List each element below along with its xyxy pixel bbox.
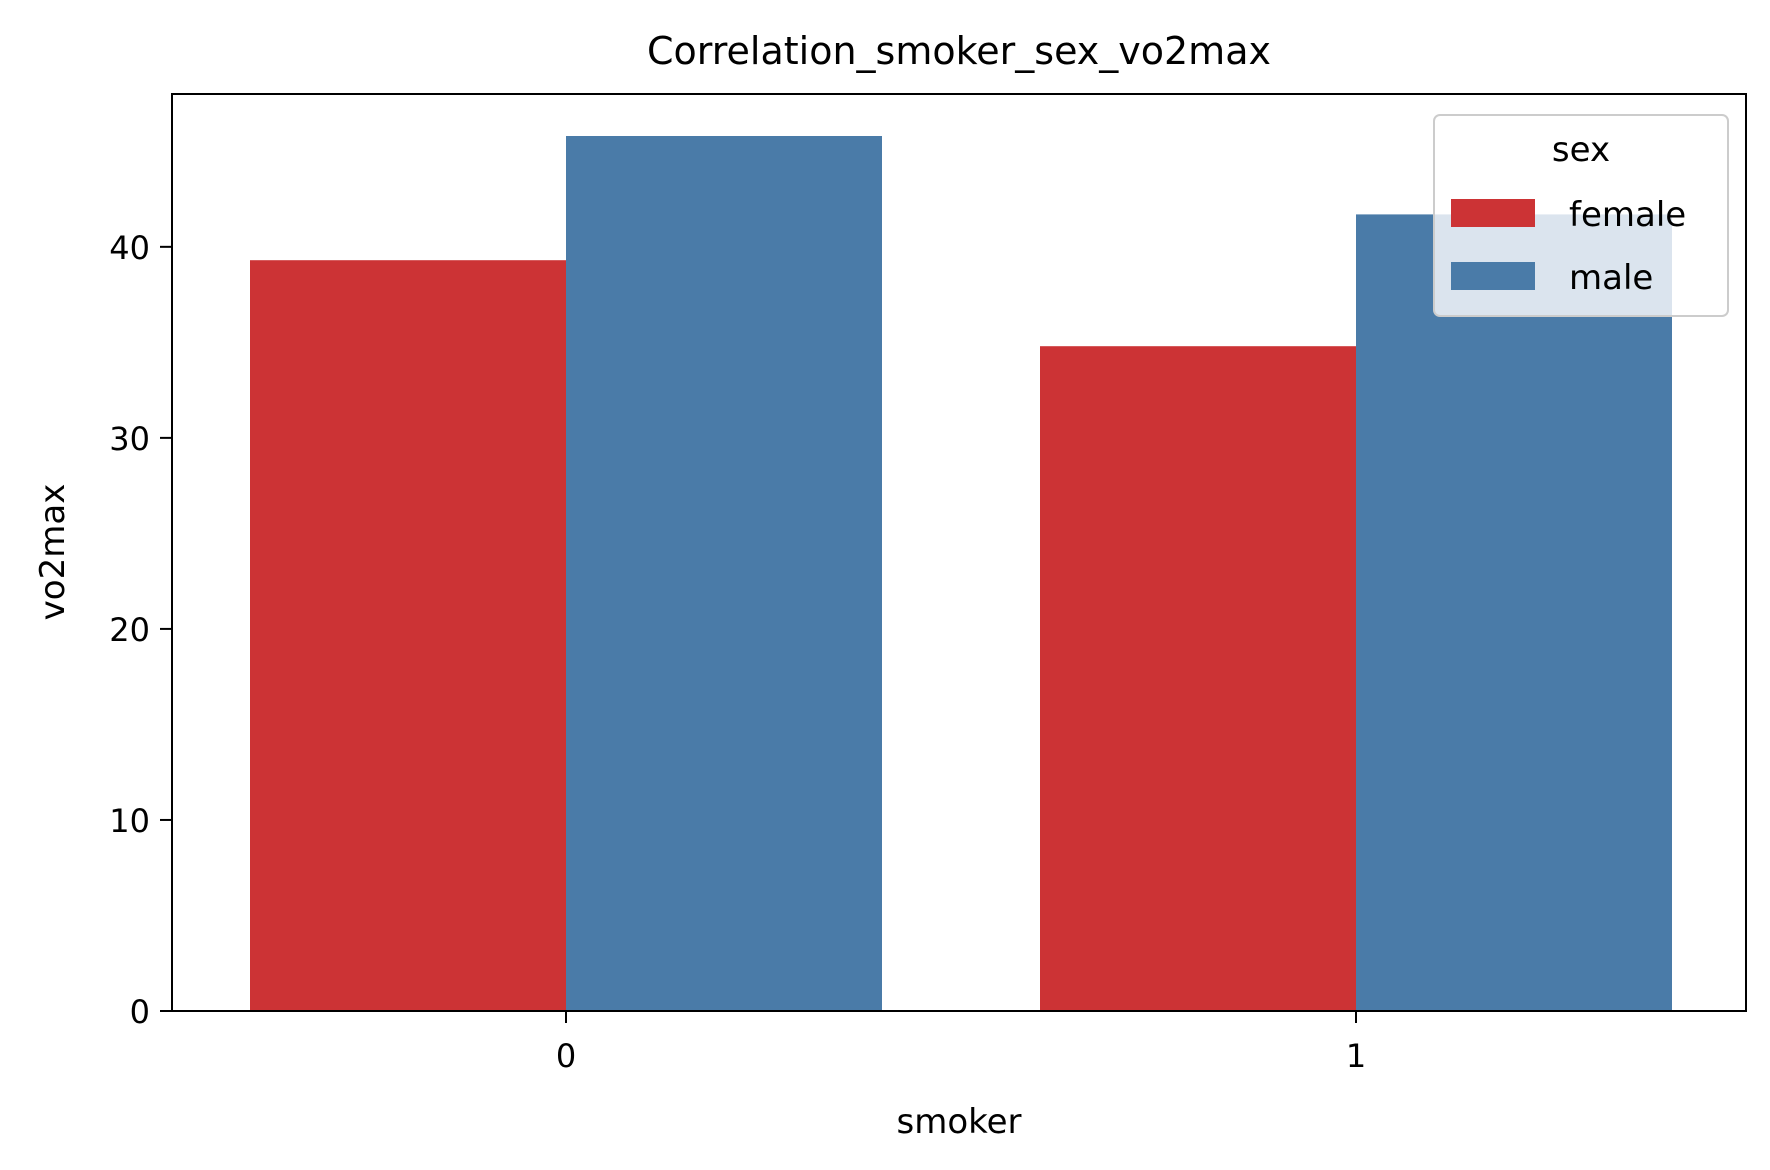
x-tick-label: 0	[556, 1037, 576, 1075]
legend: sex female male	[1433, 114, 1729, 317]
legend-swatch-male	[1451, 262, 1535, 290]
y-tick-label: 30	[109, 420, 150, 458]
y-tick-label: 40	[109, 229, 150, 267]
bars-group	[250, 136, 1672, 1011]
y-tick-label: 20	[109, 611, 150, 649]
legend-title: sex	[1552, 130, 1610, 170]
legend-label-male: male	[1569, 258, 1653, 298]
bar-male-smoker-1	[1356, 214, 1672, 1011]
plot-frame	[171, 93, 1747, 1012]
chart-title: Correlation_smoker_sex_vo2max	[647, 29, 1271, 73]
bar-female-smoker-1	[1040, 346, 1356, 1011]
x-axis-label: smoker	[896, 1102, 1021, 1142]
bar-female-smoker-0	[250, 260, 566, 1011]
bar-male-smoker-0	[566, 136, 882, 1011]
x-tick-label: 1	[1346, 1037, 1366, 1075]
y-axis-label: vo2max	[33, 484, 73, 621]
legend-swatch-female	[1451, 199, 1535, 227]
y-tick-label: 0	[130, 993, 150, 1031]
legend-label-female: female	[1569, 195, 1686, 235]
y-tick-label: 10	[109, 802, 150, 840]
y-axis-ticks: 0 10 20 30 40	[109, 229, 172, 1031]
